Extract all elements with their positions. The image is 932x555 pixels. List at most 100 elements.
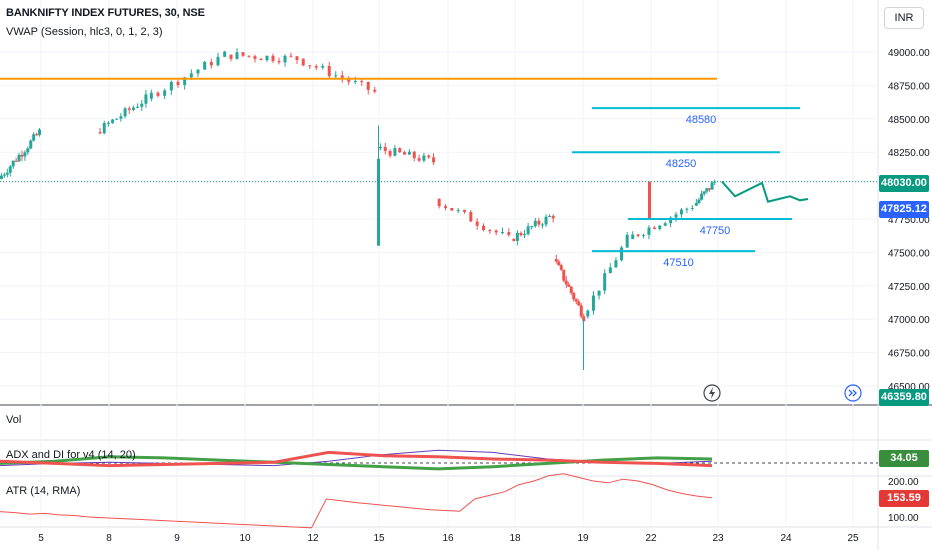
x-tick-label: 8 xyxy=(106,533,112,544)
candle-body xyxy=(577,301,581,306)
candle-body xyxy=(253,56,257,59)
x-tick-label: 18 xyxy=(509,533,521,544)
candle-body xyxy=(444,206,447,208)
go-to-realtime-icon xyxy=(844,384,862,402)
y-tick-label: 47000.00 xyxy=(888,315,930,326)
candle-body xyxy=(360,81,364,83)
candle-body xyxy=(669,217,673,224)
atr-y-tick-label: 200.00 xyxy=(888,477,919,488)
candle-body xyxy=(144,94,148,104)
key-level-label: 48580 xyxy=(686,114,717,126)
candle-body xyxy=(0,175,3,179)
candle-body xyxy=(450,207,454,211)
candle-body xyxy=(494,230,498,233)
y-tick-label: 47250.00 xyxy=(888,282,930,293)
candle-body xyxy=(366,81,370,90)
candle-body xyxy=(707,188,711,190)
candle-body xyxy=(554,259,558,262)
candle-body xyxy=(156,92,160,96)
candle-body xyxy=(564,280,568,285)
x-tick-label: 16 xyxy=(442,533,454,544)
candle-body xyxy=(530,226,534,228)
candle-body xyxy=(203,61,207,70)
candle-body xyxy=(469,211,473,222)
volume-pane-label[interactable]: Vol xyxy=(6,414,22,426)
candle-body xyxy=(119,116,123,119)
candle-body xyxy=(685,208,689,210)
candle-body xyxy=(149,92,153,99)
candle-body xyxy=(526,226,530,235)
candle-body xyxy=(38,129,42,136)
atr-value-badge: 153.59 xyxy=(879,490,929,507)
candle-body xyxy=(697,199,701,204)
candle-body xyxy=(301,58,305,66)
candle-body xyxy=(540,224,544,226)
candle-body xyxy=(163,90,167,96)
x-tick-label: 15 xyxy=(373,533,385,544)
candle-body xyxy=(519,232,523,236)
candle-body xyxy=(679,209,683,215)
candle-body xyxy=(111,119,115,123)
candle-body xyxy=(663,223,667,226)
candle-body xyxy=(642,234,646,236)
x-tick-label: 12 xyxy=(307,533,319,544)
candle-body xyxy=(140,103,144,107)
candle-body xyxy=(20,154,24,157)
adx-pane-label[interactable]: ADX and DI for v4 (14, 20) xyxy=(6,449,136,461)
vwap-badge: 47825.12 xyxy=(879,201,929,218)
vwap-indicator-label[interactable]: VWAP (Session, hlc3, 0, 1, 2, 3) xyxy=(6,26,163,38)
candle-body xyxy=(557,261,561,266)
candle-body xyxy=(625,234,629,248)
candle-body xyxy=(308,65,312,67)
candle-body xyxy=(482,225,485,231)
candle-body xyxy=(14,160,18,162)
candle-body xyxy=(259,58,263,61)
candle-body xyxy=(674,214,678,218)
candle-body xyxy=(131,107,135,110)
candle-body xyxy=(427,155,431,158)
candle-body xyxy=(586,310,590,317)
y-tick-label: 48250.00 xyxy=(888,148,930,159)
candle-body xyxy=(463,210,466,212)
candle-body xyxy=(8,166,12,173)
candle-body xyxy=(620,247,624,261)
candle-body xyxy=(456,210,460,212)
currency-button[interactable]: INR xyxy=(884,7,924,29)
candle-body xyxy=(169,81,173,91)
candle-body xyxy=(614,260,618,268)
candle-body xyxy=(35,134,39,136)
candle-body xyxy=(127,108,131,110)
candle-body xyxy=(507,232,511,235)
atr-line xyxy=(0,473,713,529)
candle-body xyxy=(488,230,492,232)
x-tick-label: 19 xyxy=(577,533,589,544)
candle-body xyxy=(265,55,269,61)
x-tick-label: 23 xyxy=(712,533,724,544)
candle-body xyxy=(582,316,586,322)
candle-body xyxy=(705,188,709,192)
candle-body xyxy=(422,155,426,161)
candle-body xyxy=(417,158,421,161)
atr-pane-label[interactable]: ATR (14, RMA) xyxy=(6,485,81,497)
candle-body xyxy=(603,273,607,291)
candle-body xyxy=(700,194,704,200)
candle-body xyxy=(115,118,119,120)
chart-title[interactable]: BANKNIFTY INDEX FUTURES, 30, NSE xyxy=(6,7,205,19)
candle-body xyxy=(710,182,714,190)
candle-body xyxy=(537,220,541,225)
key-level-label: 47510 xyxy=(663,257,694,269)
candle-body xyxy=(176,81,180,86)
candle-body xyxy=(347,78,351,82)
candle-body xyxy=(523,234,527,236)
candle-body xyxy=(574,299,578,302)
candle-body xyxy=(334,75,338,77)
candle-body xyxy=(567,284,571,287)
x-tick-label: 25 xyxy=(847,533,859,544)
candle-body xyxy=(597,290,601,296)
candle-body xyxy=(32,134,36,141)
flash-icon xyxy=(703,384,721,402)
x-tick-label: 9 xyxy=(174,533,180,544)
candle-body xyxy=(388,150,392,156)
